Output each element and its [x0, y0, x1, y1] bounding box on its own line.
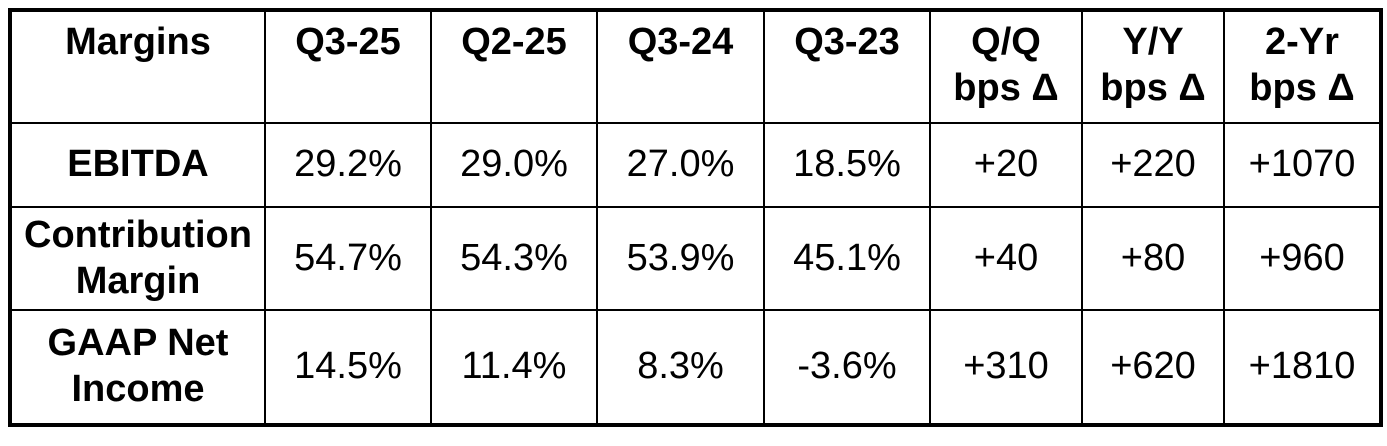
column-header-q2-25: Q2-25: [430, 9, 598, 124]
cell-ebitda-yy-bps: +220: [1081, 122, 1225, 208]
table-row-contribution-margin: Contribution Margin 54.7% 54.3% 53.9% 45…: [9, 206, 1382, 311]
cell-gaap-q3-25: 14.5%: [264, 309, 432, 426]
cell-ebitda-q2-25: 29.0%: [430, 122, 598, 208]
cell-gaap-q2-25: 11.4%: [430, 309, 598, 426]
cell-ebitda-q3-23: 18.5%: [763, 122, 931, 208]
cell-contribution-2yr-bps: +960: [1223, 206, 1382, 311]
column-header-2yr-bps-delta: 2-Yr bps Δ: [1223, 9, 1382, 124]
cell-gaap-yy-bps: +620: [1081, 309, 1225, 426]
cell-ebitda-q3-24: 27.0%: [596, 122, 765, 208]
cell-contribution-q3-25: 54.7%: [264, 206, 432, 311]
cell-ebitda-qq-bps: +20: [929, 122, 1083, 208]
cell-contribution-q2-25: 54.3%: [430, 206, 598, 311]
column-header-margins: Margins: [9, 9, 266, 124]
cell-gaap-2yr-bps: +1810: [1223, 309, 1382, 426]
cell-contribution-yy-bps: +80: [1081, 206, 1225, 311]
column-header-qq-bps-delta: Q/Q bps Δ: [929, 9, 1083, 124]
cell-ebitda-2yr-bps: +1070: [1223, 122, 1382, 208]
column-header-q3-24: Q3-24: [596, 9, 765, 124]
row-label-ebitda: EBITDA: [9, 122, 266, 208]
column-header-q3-23: Q3-23: [763, 9, 931, 124]
cell-contribution-q3-23: 45.1%: [763, 206, 931, 311]
row-label-gaap-net-income: GAAP Net Income: [9, 309, 266, 426]
header-row: Margins Q3-25 Q2-25 Q3-24 Q3-23 Q/Q bps …: [9, 9, 1382, 124]
cell-contribution-qq-bps: +40: [929, 206, 1083, 311]
table-row-ebitda: EBITDA 29.2% 29.0% 27.0% 18.5% +20 +220 …: [9, 122, 1382, 208]
cell-ebitda-q3-25: 29.2%: [264, 122, 432, 208]
cell-gaap-q3-24: 8.3%: [596, 309, 765, 426]
cell-gaap-qq-bps: +310: [929, 309, 1083, 426]
cell-contribution-q3-24: 53.9%: [596, 206, 765, 311]
margins-table: Margins Q3-25 Q2-25 Q3-24 Q3-23 Q/Q bps …: [8, 8, 1383, 427]
row-label-contribution-margin: Contribution Margin: [9, 206, 266, 311]
column-header-yy-bps-delta: Y/Y bps Δ: [1081, 9, 1225, 124]
column-header-q3-25: Q3-25: [264, 9, 432, 124]
table-row-gaap-net-income: GAAP Net Income 14.5% 11.4% 8.3% -3.6% +…: [9, 309, 1382, 426]
cell-gaap-q3-23: -3.6%: [763, 309, 931, 426]
